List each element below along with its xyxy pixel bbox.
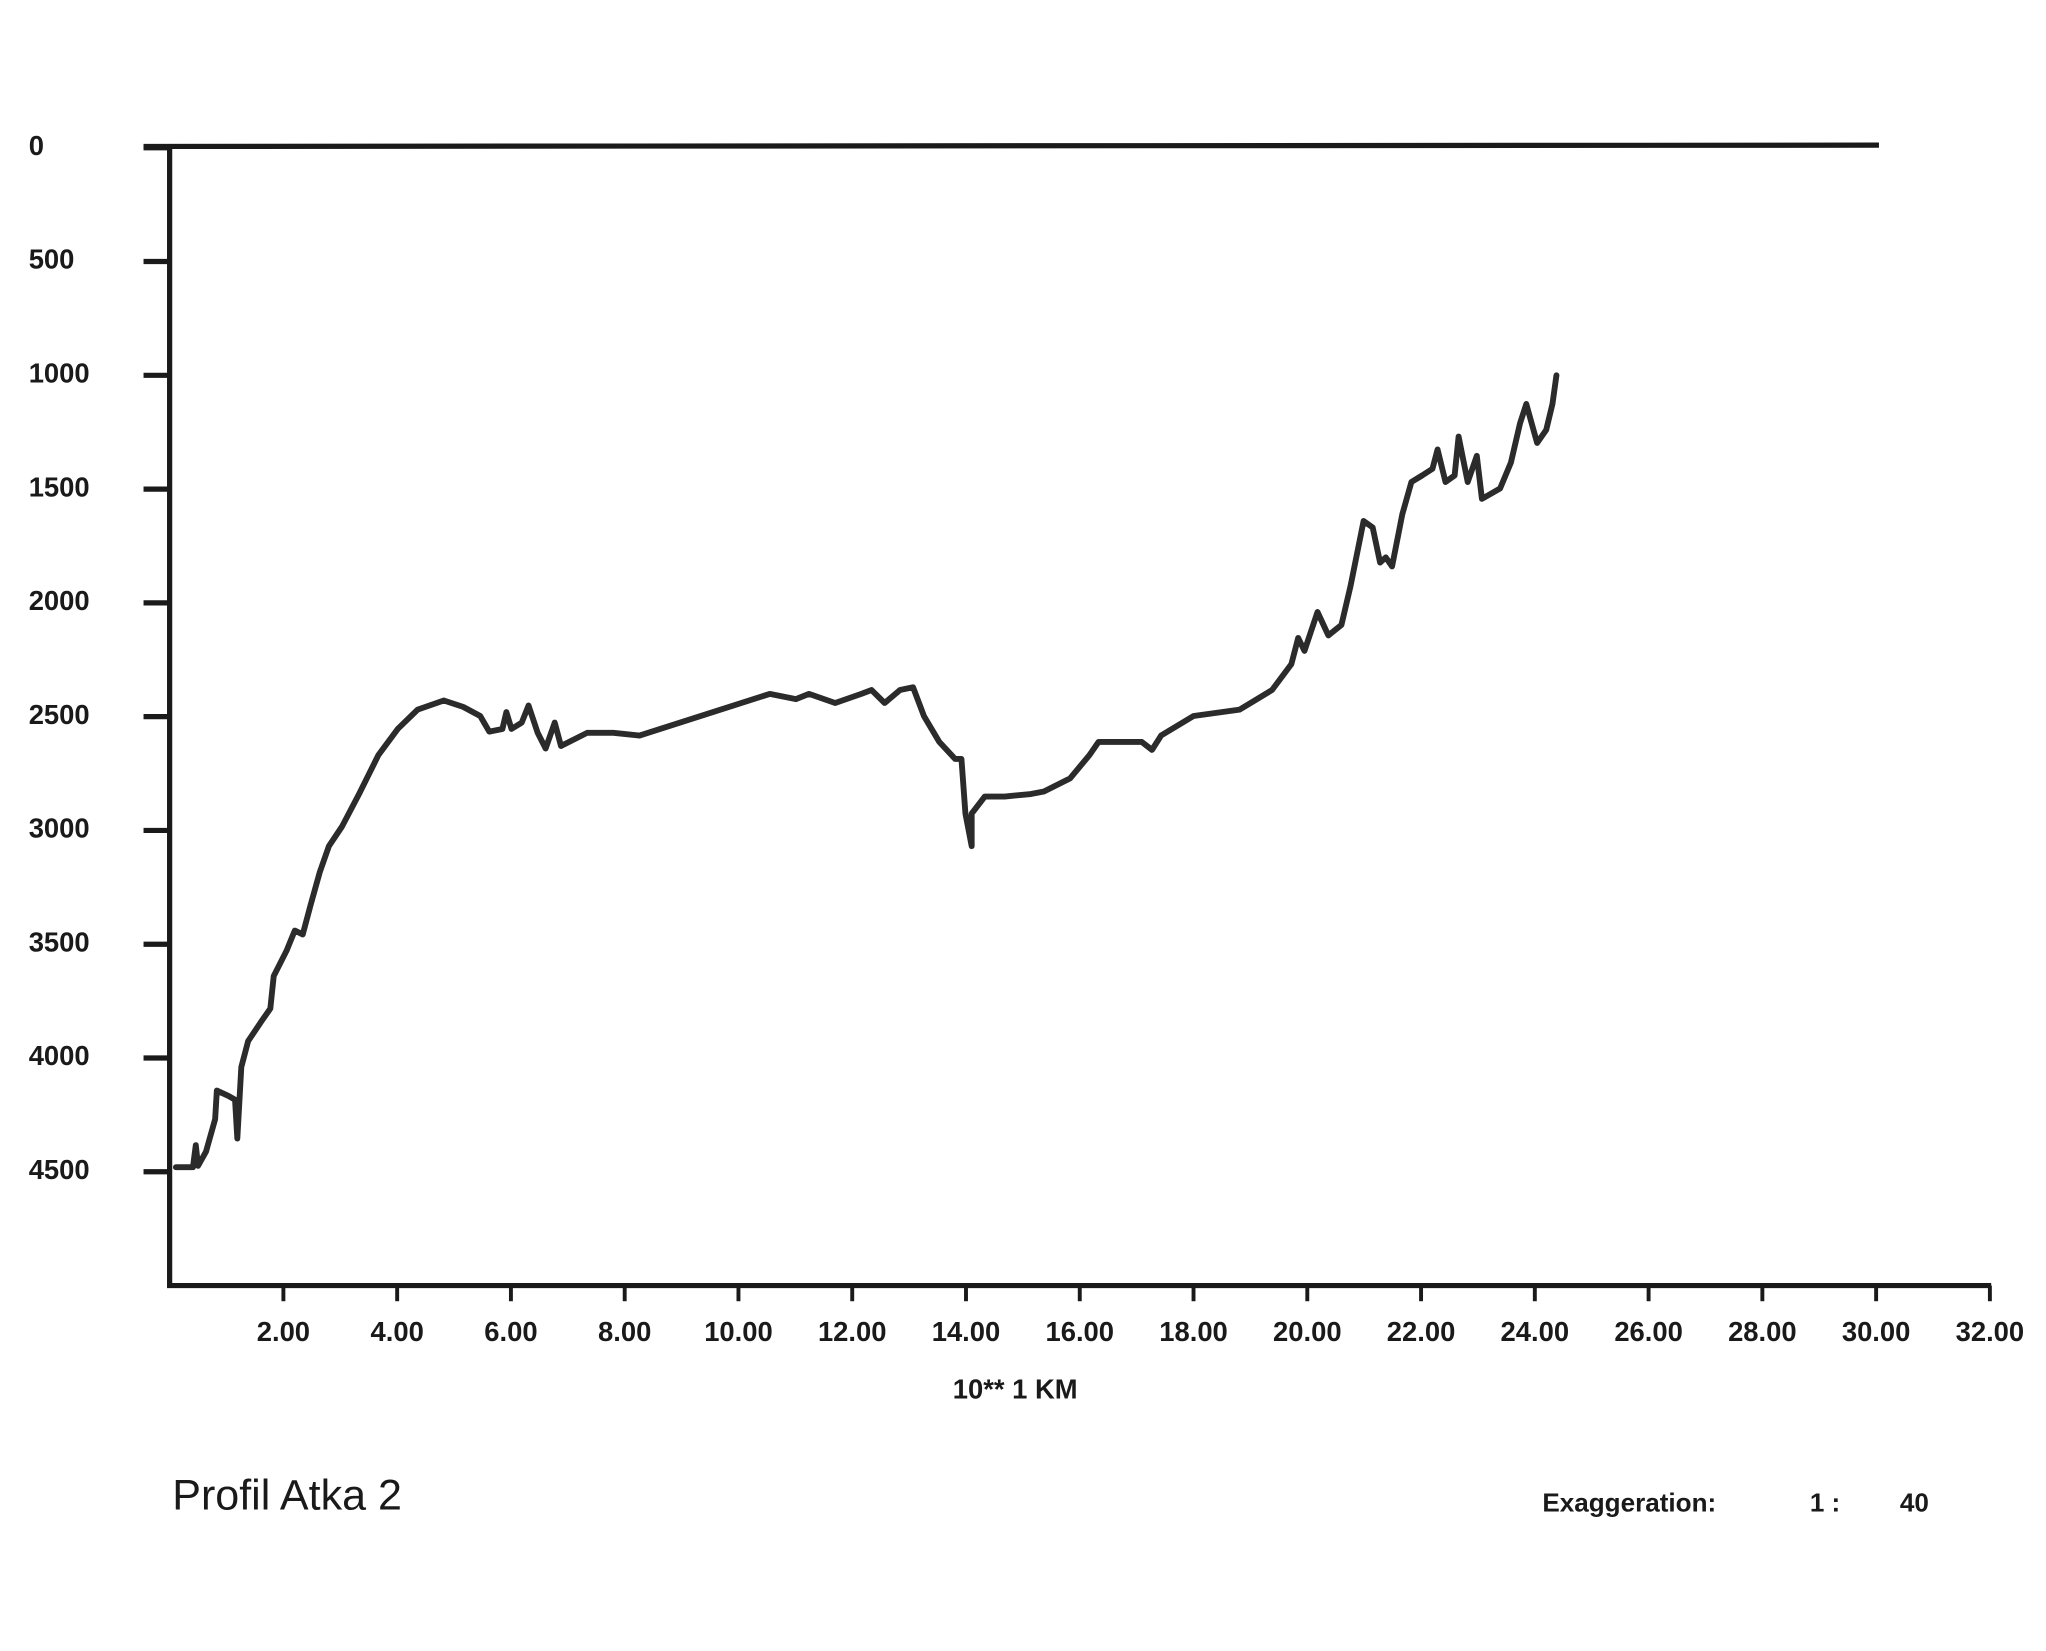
y-tick-label: 2500: [29, 699, 90, 730]
x-tick-label: 2.00: [257, 1316, 310, 1347]
y-tick-label: 4000: [29, 1040, 90, 1071]
x-axis-label: 10** 1 KM: [953, 1373, 1078, 1404]
annotation-label: Exaggeration:: [1542, 1488, 1716, 1518]
y-tick-label: 4500: [29, 1154, 90, 1185]
y-tick-label: 0: [29, 130, 44, 161]
x-tick-label: 24.00: [1501, 1316, 1570, 1347]
x-tick-label: 20.00: [1273, 1316, 1342, 1347]
x-tick-label: 10.00: [704, 1316, 773, 1347]
y-tick-label: 2000: [29, 585, 90, 616]
x-tick-label: 12.00: [818, 1316, 887, 1347]
y-tick-label: 1000: [29, 358, 90, 389]
x-tick-label: 28.00: [1728, 1316, 1797, 1347]
x-tick-label: 26.00: [1614, 1316, 1683, 1347]
x-tick-label: 22.00: [1387, 1316, 1456, 1347]
x-tick-label: 18.00: [1159, 1316, 1228, 1347]
x-tick-label: 8.00: [598, 1316, 651, 1347]
profile-line: [172, 372, 1560, 1171]
x-tick-label: 16.00: [1045, 1316, 1114, 1347]
y-tick-label: 500: [29, 244, 75, 275]
y-tick-label: 3000: [29, 813, 90, 844]
y-tick-label: 1500: [29, 471, 90, 502]
x-tick-label: 4.00: [371, 1316, 424, 1347]
x-tick-label: 6.00: [484, 1316, 537, 1347]
top-line: [143, 142, 1879, 150]
x-tick-label: 32.00: [1956, 1316, 2025, 1347]
annotation-ratio: 1 :: [1810, 1488, 1840, 1518]
x-tick-label: 14.00: [932, 1316, 1001, 1347]
chart-title: Profil Atka 2: [172, 1472, 402, 1520]
y-tick-label: 3500: [29, 926, 90, 957]
annotation-factor: 40: [1900, 1488, 1929, 1518]
x-tick-label: 30.00: [1842, 1316, 1911, 1347]
